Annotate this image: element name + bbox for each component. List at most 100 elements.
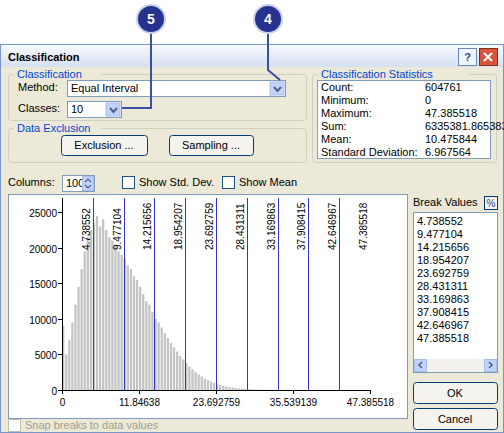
y-tick-label: 0: [51, 386, 57, 397]
histogram-bar: [191, 369, 193, 390]
break-line-label: 9.477104: [112, 208, 123, 250]
histogram-bar: [176, 352, 178, 390]
method-dropdown-value[interactable]: Equal Interval: [71, 82, 138, 94]
histogram-bar: [133, 276, 135, 390]
break-value[interactable]: 28.431311: [417, 280, 468, 292]
close-button[interactable]: [480, 49, 498, 66]
classes-dropdown-arrow-btn[interactable]: [106, 103, 120, 116]
cancel-button-label[interactable]: Cancel: [438, 413, 472, 425]
mean-checkbox-label[interactable]: Show Mean: [239, 176, 297, 188]
histogram-bar: [151, 312, 153, 390]
histogram-bar: [219, 385, 221, 390]
classes-dropdown-arrow: [110, 108, 117, 112]
mean-checkbox[interactable]: [223, 177, 235, 189]
cancel-button[interactable]: [414, 409, 498, 430]
std-dev-checkbox-label[interactable]: Show Std. Dev.: [139, 176, 214, 188]
x-tick-label: 23.692759: [193, 397, 241, 408]
histogram-bar: [348, 390, 350, 391]
break-line: [247, 198, 248, 390]
histogram-bar: [74, 305, 76, 390]
exclusion-button-label[interactable]: Exclusion ...: [74, 139, 133, 151]
dialog-body: [0, 44, 504, 433]
histogram-bar: [194, 372, 196, 390]
y-tick: [58, 283, 62, 284]
break-list[interactable]: [414, 213, 498, 373]
method-dropdown[interactable]: [68, 81, 286, 97]
histogram-bar: [271, 389, 273, 390]
histogram-bar: [130, 269, 132, 390]
ok-button-label[interactable]: OK: [447, 387, 464, 399]
y-tick-label: 15000: [29, 279, 57, 290]
callout-number: 4: [264, 11, 272, 27]
classification-group-frame: [9, 75, 307, 121]
histogram-bar: [65, 354, 67, 390]
stat-value: 6.967564: [425, 146, 471, 158]
help-button[interactable]: [459, 49, 477, 66]
histogram-bar: [204, 379, 206, 390]
x-tick-label: 0: [60, 397, 66, 408]
scrollbar: [414, 359, 497, 372]
classes-label: Classes:: [18, 102, 60, 114]
histogram-bar: [77, 287, 79, 390]
x-tick: [216, 390, 217, 394]
close-icon[interactable]: [484, 53, 492, 61]
break-line-label: 37.908415: [296, 202, 307, 250]
histogram-bar: [213, 383, 215, 390]
columns-spinner[interactable]: [63, 176, 95, 192]
break-value[interactable]: 4.738552: [417, 215, 463, 227]
break-value[interactable]: 37.908415: [417, 306, 469, 318]
exclusion-button[interactable]: [62, 136, 148, 156]
histogram-bar: [87, 237, 89, 390]
sampling-button-label[interactable]: Sampling ...: [182, 139, 240, 151]
histogram-bar: [71, 322, 73, 390]
histogram-bar: [318, 389, 320, 390]
histogram-bar: [114, 244, 116, 390]
sampling-button[interactable]: [170, 136, 254, 156]
histogram-bar: [225, 386, 227, 390]
ok-button[interactable]: [414, 383, 498, 404]
break-value[interactable]: 47.385518: [417, 332, 469, 344]
histogram-bar: [241, 389, 243, 390]
break-line: [278, 198, 279, 390]
spinner-buttons[interactable]: [83, 177, 94, 191]
histogram-bar: [327, 389, 329, 390]
histogram-bar: [170, 343, 172, 390]
break-value[interactable]: 18.954207: [417, 254, 469, 266]
break-line-label: 47.385518: [358, 202, 369, 250]
percent-label[interactable]: %: [487, 198, 496, 209]
histogram-bar: [80, 269, 82, 390]
break-line-label: 33.169863: [266, 202, 277, 250]
histogram-bar: [336, 390, 338, 391]
break-line: [154, 198, 155, 390]
break-value[interactable]: 42.646967: [417, 319, 469, 331]
break-value[interactable]: 23.692759: [417, 267, 469, 279]
classification-group-title: Classification: [17, 68, 82, 80]
std-dev-checkbox[interactable]: [123, 177, 135, 189]
exclusion-group-title-bg: [14, 122, 101, 134]
stat-name: Maximum:: [321, 107, 372, 119]
percent-button[interactable]: [485, 197, 498, 210]
method-dropdown-arrow-btn[interactable]: [270, 82, 284, 95]
columns-value[interactable]: 100: [66, 177, 84, 189]
method-dropdown-arrow: [274, 87, 281, 91]
dialog-border: [1, 45, 504, 433]
histogram-bar: [299, 389, 301, 390]
help-button-label[interactable]: ?: [464, 51, 471, 63]
stat-value: 47.385518: [425, 107, 477, 119]
break-value[interactable]: 14.215656: [417, 241, 469, 253]
stat-name: Sum:: [321, 120, 347, 132]
histogram-bar: [182, 359, 184, 390]
x-tick-label: 35.539139: [270, 397, 318, 408]
break-value[interactable]: 9.477104: [417, 228, 463, 240]
break-line: [339, 198, 340, 390]
statistics-group-title: Classification Statistics: [321, 68, 433, 80]
histogram-bar: [164, 333, 166, 390]
classes-dropdown-value[interactable]: 10: [71, 103, 83, 115]
histogram-bar: [345, 390, 347, 391]
break-value[interactable]: 33.169863: [417, 293, 469, 305]
classes-dropdown[interactable]: [68, 102, 122, 118]
break-line: [124, 198, 125, 390]
histogram-bar: [296, 389, 298, 390]
x-tick-label: 11.84638: [119, 397, 160, 408]
break-line-label: 42.646967: [327, 202, 338, 250]
